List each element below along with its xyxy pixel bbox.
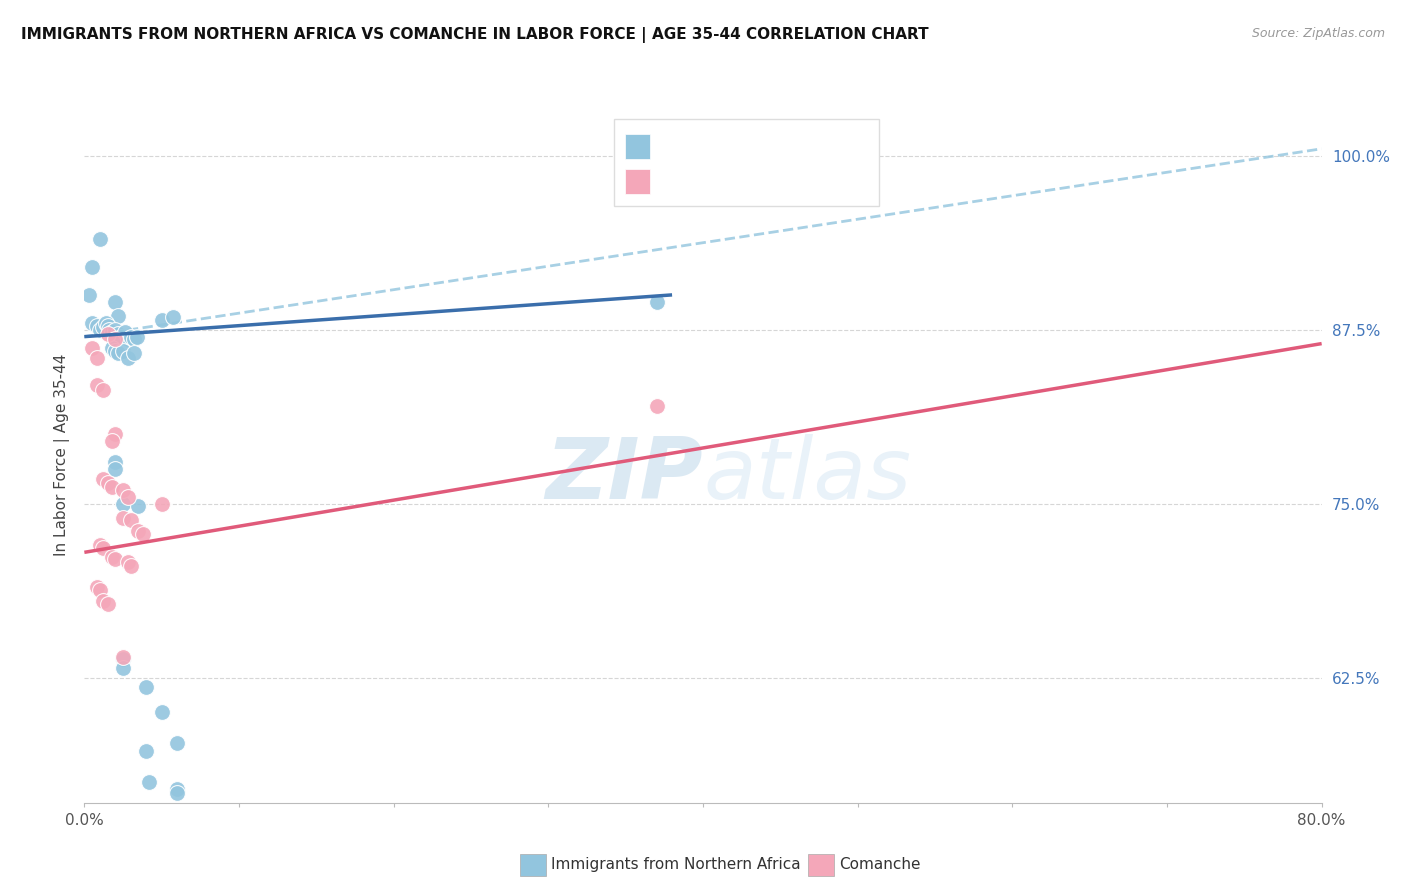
Text: IMMIGRANTS FROM NORTHERN AFRICA VS COMANCHE IN LABOR FORCE | AGE 35-44 CORRELATI: IMMIGRANTS FROM NORTHERN AFRICA VS COMAN…	[21, 27, 929, 43]
Text: Source: ZipAtlas.com: Source: ZipAtlas.com	[1251, 27, 1385, 40]
Point	[86, 580, 108, 594]
Point	[166, 736, 188, 750]
Point	[96, 597, 118, 611]
Point	[135, 744, 157, 758]
Point	[166, 786, 188, 800]
Point	[132, 527, 155, 541]
Point	[101, 434, 124, 448]
Text: R =  0.121   N = 43: R = 0.121 N = 43	[658, 137, 849, 155]
Point	[150, 313, 173, 327]
Point	[122, 346, 145, 360]
Point	[120, 559, 142, 574]
Point	[96, 326, 118, 341]
Point	[96, 475, 118, 490]
Point	[91, 541, 114, 556]
Text: Immigrants from Northern Africa: Immigrants from Northern Africa	[551, 857, 801, 871]
Point	[112, 497, 135, 511]
Point	[94, 316, 117, 330]
Point	[89, 232, 111, 246]
Text: ZIP: ZIP	[546, 434, 703, 517]
Y-axis label: In Labor Force | Age 35-44: In Labor Force | Age 35-44	[55, 354, 70, 556]
Text: R =  0.458   N = 30: R = 0.458 N = 30	[658, 173, 849, 191]
Point	[117, 351, 139, 365]
Point	[138, 775, 160, 789]
Point	[112, 652, 135, 666]
Point	[125, 329, 148, 343]
Point	[86, 378, 108, 392]
Point	[114, 326, 136, 340]
Point	[122, 333, 145, 347]
Point	[127, 500, 149, 514]
Point	[127, 524, 149, 539]
Text: Comanche: Comanche	[839, 857, 921, 871]
Text: atlas: atlas	[703, 434, 911, 517]
Point	[112, 649, 135, 664]
Point	[117, 333, 139, 347]
Point	[104, 343, 127, 358]
Point	[104, 333, 127, 347]
Point	[150, 706, 173, 720]
Point	[110, 329, 132, 343]
Point	[120, 513, 142, 527]
Point	[101, 326, 124, 340]
Point	[117, 555, 139, 569]
Point	[86, 351, 108, 365]
Point	[86, 318, 108, 333]
Point	[77, 288, 100, 302]
Point	[104, 294, 127, 309]
Point	[91, 383, 114, 397]
Point	[112, 510, 135, 524]
Point	[645, 294, 668, 309]
Point	[91, 472, 114, 486]
Point	[104, 455, 127, 469]
Point	[89, 582, 111, 597]
Point	[101, 480, 124, 494]
Point	[112, 483, 135, 497]
Point	[107, 309, 129, 323]
Point	[107, 326, 129, 341]
Point	[117, 490, 139, 504]
Point	[104, 427, 127, 442]
Point	[120, 329, 142, 343]
Point	[91, 594, 114, 608]
Point	[89, 323, 111, 337]
Point	[101, 341, 124, 355]
Point	[82, 341, 104, 355]
Point	[645, 399, 668, 413]
Point	[107, 346, 129, 360]
Point	[82, 260, 104, 274]
Point	[150, 497, 173, 511]
Point	[112, 343, 135, 358]
Point	[98, 323, 121, 337]
Point	[82, 316, 104, 330]
Point	[104, 552, 127, 566]
Point	[104, 462, 127, 476]
Point	[104, 323, 127, 337]
Point	[112, 661, 135, 675]
Point	[166, 781, 188, 796]
Point	[89, 538, 111, 552]
Point	[135, 681, 157, 695]
Point	[96, 318, 118, 333]
Point	[101, 549, 124, 564]
Point	[162, 310, 184, 325]
Point	[91, 319, 114, 334]
